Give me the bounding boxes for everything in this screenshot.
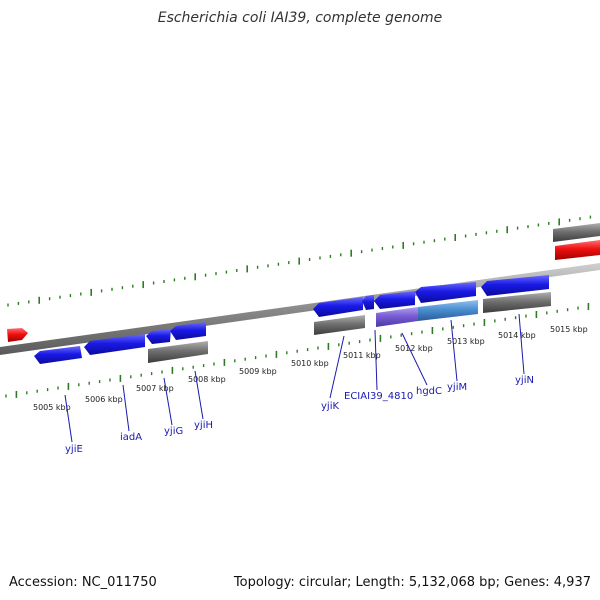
gene-label-yjiE[interactable]: yjiE: [65, 444, 83, 455]
gene-label-yjiN[interactable]: yjiN: [515, 375, 534, 386]
gene-yjiH[interactable]: [170, 322, 206, 340]
kbp-label-5013: 5013 kbp: [447, 337, 485, 346]
gene-red-left[interactable]: [7, 328, 28, 342]
kbp-label-5009: 5009 kbp: [239, 367, 277, 376]
gene-hgdC-lower[interactable]: [376, 307, 418, 327]
kbp-label-5010: 5010 kbp: [291, 359, 329, 368]
gene-leader-lines: [64, 313, 525, 443]
kbp-label-5007: 5007 kbp: [136, 384, 174, 393]
gene-yjiM-upper[interactable]: [415, 282, 476, 303]
gene-label-yjiH[interactable]: yjiH: [194, 420, 213, 431]
kbp-label-5008: 5008 kbp: [188, 375, 226, 384]
kbp-label-5012: 5012 kbp: [395, 344, 433, 353]
gene-gray-yjiH-lower[interactable]: [148, 341, 208, 363]
gene-label-yjiG[interactable]: yjiG: [164, 426, 183, 437]
gene-yjiN-upper[interactable]: [481, 275, 549, 296]
gene-yjiN-lower[interactable]: [483, 292, 551, 313]
kbp-label-5011: 5011 kbp: [343, 351, 381, 360]
gene-yjiE[interactable]: [34, 346, 82, 364]
gene-iadA[interactable]: [84, 334, 145, 355]
gene-gray-yjiK-lower[interactable]: [314, 315, 365, 335]
lower-tick-row: [5, 303, 590, 398]
gene-label-iadA[interactable]: iadA: [120, 432, 142, 443]
gene-red-top-right[interactable]: [555, 240, 600, 260]
kbp-label-5015: 5015 kbp: [550, 325, 588, 334]
kbp-label-5005: 5005 kbp: [33, 403, 71, 412]
upper-tick-row: [7, 215, 592, 307]
gene-label-yjiM[interactable]: yjiM: [447, 382, 467, 393]
gene-hgdC-upper[interactable]: [374, 291, 415, 309]
gene-label-hgdC[interactable]: hgdC: [416, 386, 442, 397]
gene-yjiM-lower[interactable]: [418, 300, 478, 321]
gene-ECIAI39_4810-upper[interactable]: [362, 295, 374, 310]
kbp-label-5006: 5006 kbp: [85, 395, 123, 404]
gene-yjiG[interactable]: [146, 329, 171, 344]
genome-summary-text: Topology: circular; Length: 5,132,068 bp…: [233, 575, 591, 590]
gene-yjiK[interactable]: [313, 297, 363, 317]
gene-label-ECIAI39_4810[interactable]: ECIAI39_4810: [344, 391, 413, 402]
map-title: Escherichia coli IAI39, complete genome: [157, 10, 443, 26]
gene-gray-top-right[interactable]: [553, 223, 600, 242]
kbp-label-5014: 5014 kbp: [498, 331, 536, 340]
accession-text: Accession: NC_011750: [9, 575, 157, 590]
gene-label-yjiK[interactable]: yjiK: [321, 401, 339, 412]
